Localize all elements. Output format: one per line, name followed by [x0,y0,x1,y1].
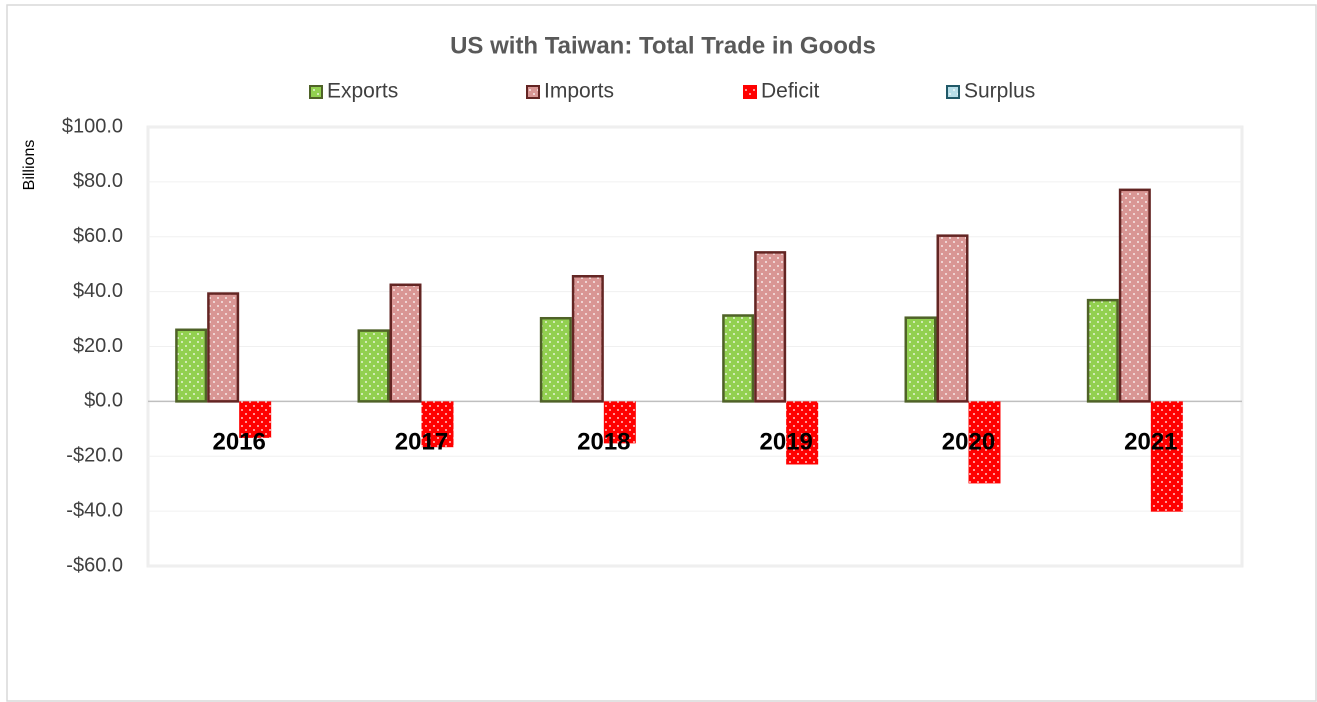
x-tick-label: 2021 [1124,428,1177,455]
bar [357,329,390,403]
y-tick-label: -$20.0 [66,445,123,467]
x-tick-label: 2016 [212,428,265,455]
bar [754,251,787,403]
chart-title: US with Taiwan: Total Trade in Goods [450,32,876,59]
legend-swatch [946,85,960,99]
legend-label: Exports [327,80,398,103]
bar [389,283,422,403]
bar [722,314,755,403]
legend-swatch [309,85,323,99]
x-tick-label: 2018 [577,428,630,455]
bar [207,292,240,403]
y-tick-label: $80.0 [73,170,123,192]
x-tick-label: 2017 [395,428,448,455]
x-tick-label: 2020 [942,428,995,455]
bar [1150,401,1183,512]
bar [239,401,272,438]
y-tick-label: $60.0 [73,225,123,247]
legend-label: Imports [544,80,614,103]
bar [936,234,969,403]
bar [539,316,572,403]
bar [1086,298,1119,403]
y-tick-label: $100.0 [62,115,123,137]
bar [175,328,208,403]
bar [1118,188,1151,403]
y-axis-label: Billions [21,140,38,191]
bar [786,401,819,465]
bar [571,275,604,403]
y-tick-label: $40.0 [73,280,123,302]
bar [968,401,1001,484]
y-tick-label: $0.0 [84,390,123,412]
bar [904,316,937,403]
bar [421,401,454,448]
bar [603,401,636,444]
y-tick-label: -$60.0 [66,554,123,576]
legend-label: Deficit [761,80,820,103]
x-tick-label: 2019 [759,428,812,455]
y-tick-label: $20.0 [73,335,123,357]
legend-label: Surplus [964,80,1035,103]
legend-swatch [743,85,757,99]
legend-swatch [526,85,540,99]
y-tick-label: -$40.0 [66,499,123,521]
